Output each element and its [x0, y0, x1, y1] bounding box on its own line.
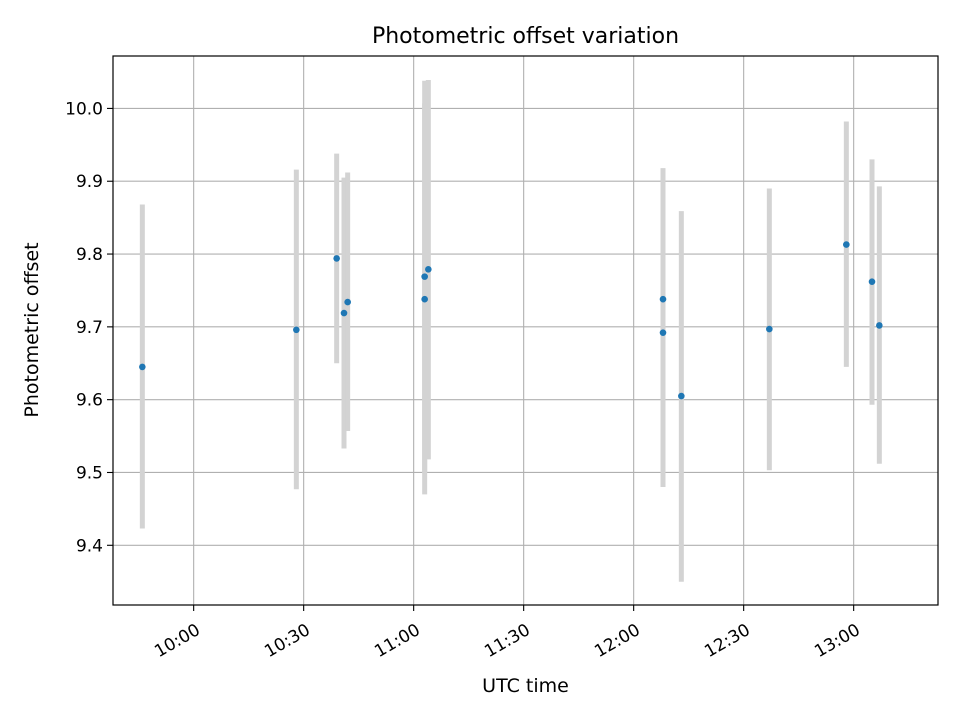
y-tick-label: 10.0 [65, 99, 103, 119]
data-point [333, 255, 340, 262]
chart-title: Photometric offset variation [372, 24, 679, 49]
y-tick-label: 9.7 [76, 318, 103, 338]
y-axis-ticks: 9.4 9.5 9.6 9.7 9.8 9.9 10.0 [65, 99, 113, 556]
data-point [425, 266, 432, 273]
data-point [340, 309, 348, 317]
y-axis-label: Photometric offset [21, 242, 43, 417]
y-tick-label: 9.5 [76, 463, 103, 483]
data-point [766, 325, 773, 333]
data-point [678, 392, 685, 400]
data-point [139, 363, 146, 371]
grid [113, 56, 938, 605]
data-point [421, 273, 428, 280]
y-tick-label: 9.8 [76, 245, 103, 265]
data-point [843, 241, 850, 248]
data-points [139, 241, 883, 400]
plot-frame [112, 55, 939, 606]
data-point [868, 278, 876, 286]
data-point [659, 329, 667, 336]
y-tick-label: 9.9 [76, 172, 103, 192]
data-point [659, 295, 667, 303]
data-point [876, 322, 883, 329]
x-axis-label: UTC time [482, 675, 569, 697]
data-point [344, 298, 351, 306]
data-point [293, 326, 300, 334]
y-tick-label: 9.4 [76, 536, 103, 556]
data-point [421, 295, 428, 303]
y-tick-label: 9.6 [76, 391, 103, 411]
